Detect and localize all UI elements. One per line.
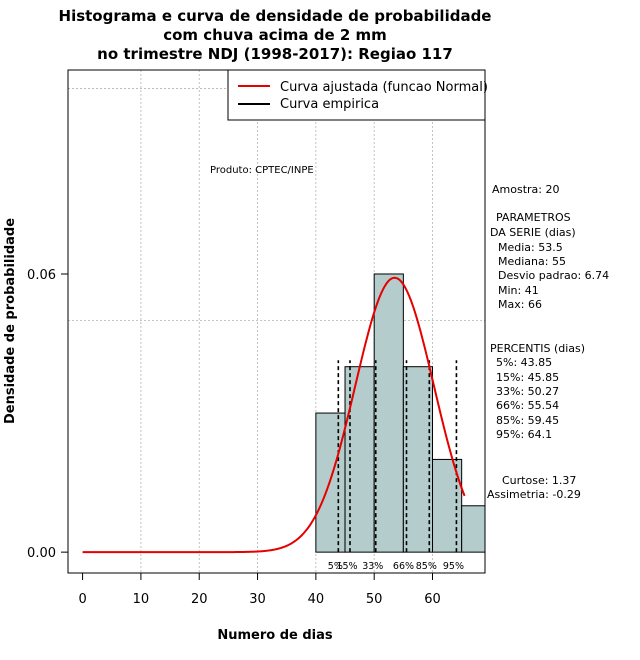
percentil-15: 15%: 45.85 [496, 371, 559, 384]
stat-amostra: Amostra: 20 [492, 183, 559, 196]
percentil-85: 85%: 59.45 [496, 414, 559, 427]
stats-panel: Amostra: 20 PARAMETROS DA SERIE (dias) M… [487, 183, 609, 501]
param-min: Min: 41 [498, 284, 539, 297]
legend-label-normal: Curva ajustada (funcao Normal) [280, 80, 488, 95]
legend-box [227, 69, 486, 121]
percentis-header: PERCENTIS (dias) [490, 342, 585, 355]
y-tick-label-0: 0.00 [27, 546, 56, 561]
y-axis-title: Densidade de probabilidade [3, 218, 18, 424]
stat-assimetria: Assimetria: -0.29 [487, 488, 581, 501]
product-annotation: Produto: CPTEC/INPE [210, 165, 314, 176]
histogram-bar-0 [315, 412, 346, 553]
percentil-66: 66%: 55.54 [496, 399, 559, 412]
stat-curtose: Curtose: 1.37 [502, 474, 576, 487]
params-header-2: DA SERIE (dias) [490, 226, 576, 239]
histogram-bar-2 [373, 273, 404, 553]
x-tick-label-10: 10 [133, 592, 150, 607]
param-desvio: Desvio padrao: 6.74 [498, 269, 609, 282]
percentile-label-5: 95% [443, 561, 464, 572]
chart-title-line-2: com chuva acima de 2 mm [163, 26, 387, 44]
legend: Curva ajustada (funcao Normal) Curva emp… [227, 69, 488, 121]
params-header-1: PARAMETROS [496, 211, 571, 224]
percentile-label-3: 66% [393, 561, 414, 572]
percentil-33: 33%: 50.27 [496, 385, 559, 398]
percentile-lines: 5%15% 33% 66% 85% 95% [328, 360, 464, 572]
histogram-bars [315, 273, 486, 553]
x-tick-label-60: 60 [424, 592, 441, 607]
percentil-5: 5%: 43.85 [496, 356, 552, 369]
histogram-bar-5 [461, 505, 486, 553]
y-tick-label-1: 0.06 [27, 268, 56, 283]
chart-title-line-1: Histograma e curva de densidade de proba… [59, 7, 492, 25]
chart-title-line-3: no trimestre NDJ (1998-2017): Regiao 117 [97, 45, 453, 63]
param-max: Max: 66 [498, 298, 542, 311]
x-tick-label-0: 0 [78, 592, 86, 607]
x-tick-label-20: 20 [191, 592, 208, 607]
legend-label-empirical: Curva empirica [280, 97, 379, 112]
percentile-label-4: 85% [416, 561, 437, 572]
param-mediana: Mediana: 55 [498, 255, 566, 268]
normal-fit-curve [82, 276, 466, 554]
percentile-label-0: 5% [328, 561, 343, 572]
x-tick-label-30: 30 [249, 592, 266, 607]
percentile-label-2: 33% [362, 561, 383, 572]
x-tick-label-40: 40 [308, 592, 325, 607]
percentil-95: 95%: 64.1 [496, 428, 552, 441]
percentile-label-1: 15% [336, 561, 357, 572]
x-tick-label-50: 50 [366, 592, 383, 607]
histogram-bar-3 [402, 366, 434, 553]
param-media: Media: 53.5 [498, 241, 563, 254]
x-axis-title: Numero de dias [217, 628, 333, 643]
normal-curve-layer [82, 276, 466, 554]
